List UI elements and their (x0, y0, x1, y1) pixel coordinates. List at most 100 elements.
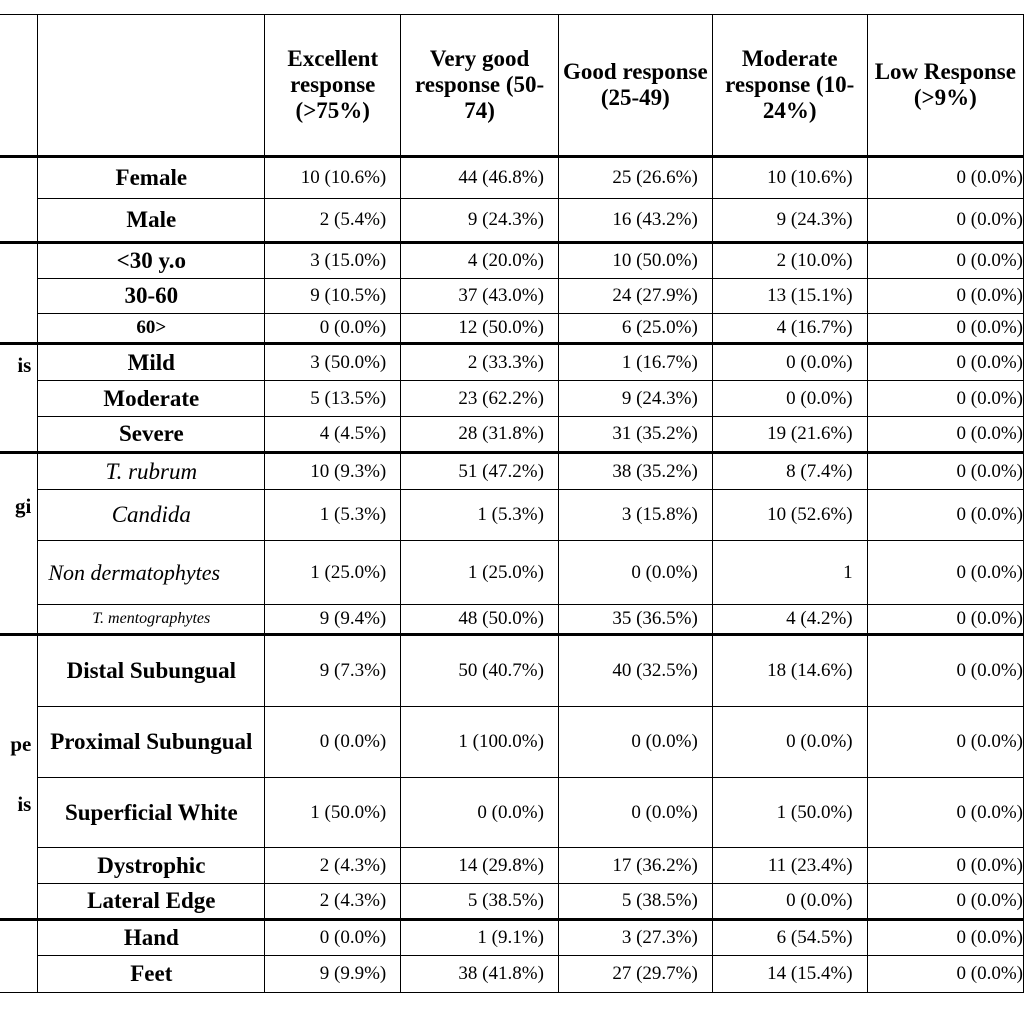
value-cell: 4 (16.7%) (711, 313, 868, 344)
value-cell: 0 (0.0%) (866, 955, 1024, 993)
row-label: Feet (37, 955, 266, 993)
row-label: Moderate (37, 380, 266, 417)
value-cell: 0 (0.0%) (264, 313, 402, 344)
value-cell: 18 (14.6%) (711, 633, 868, 707)
value-cell: 1 (16.7%) (557, 342, 713, 381)
row-label: Severe (37, 416, 266, 453)
table-row: Moderate 5 (13.5%) 23 (62.2%) 9 (24.3%) … (0, 380, 1024, 417)
value-cell: 2 (10.0%) (711, 241, 868, 279)
group-label (0, 241, 39, 344)
header-excellent: Excellent response (>75%) (264, 14, 402, 157)
group-label: is (0, 342, 39, 453)
value-cell: 25 (26.6%) (557, 155, 713, 199)
value-cell: 51 (47.2%) (400, 451, 559, 490)
value-cell: 38 (35.2%) (557, 451, 713, 490)
value-cell: 1 (25.0%) (264, 540, 402, 605)
value-cell: 0 (0.0%) (866, 706, 1024, 778)
value-cell: 40 (32.5%) (557, 633, 713, 707)
row-label: Superficial White (37, 777, 266, 848)
value-cell: 0 (0.0%) (866, 451, 1024, 490)
value-cell: 2 (5.4%) (264, 198, 402, 243)
value-cell: 9 (24.3%) (711, 198, 868, 243)
value-cell: 0 (0.0%) (711, 706, 868, 778)
row-label: Non dermatophytes (37, 540, 266, 605)
table-row: T. mentographytes 9 (9.4%) 48 (50.0%) 35… (0, 604, 1024, 635)
value-cell: 0 (0.0%) (866, 416, 1024, 453)
value-cell: 0 (0.0%) (400, 777, 559, 848)
value-cell: 9 (9.4%) (264, 604, 402, 635)
value-cell: 9 (24.3%) (557, 380, 713, 417)
table-row: Dystrophic 2 (4.3%) 14 (29.8%) 17 (36.2%… (0, 847, 1024, 884)
value-cell: 0 (0.0%) (866, 313, 1024, 344)
row-label: T. rubrum (37, 451, 266, 490)
value-cell: 9 (24.3%) (400, 198, 559, 243)
value-cell: 0 (0.0%) (866, 241, 1024, 279)
value-cell: 10 (10.6%) (711, 155, 868, 199)
value-cell: 10 (50.0%) (557, 241, 713, 279)
value-cell: 5 (38.5%) (400, 883, 559, 920)
value-cell: 3 (50.0%) (264, 342, 402, 381)
value-cell: 27 (29.7%) (557, 955, 713, 993)
value-cell: 4 (4.2%) (711, 604, 868, 635)
row-label: Female (37, 155, 266, 199)
value-cell: 48 (50.0%) (400, 604, 559, 635)
value-cell: 0 (0.0%) (866, 540, 1024, 605)
row-label: T. mentographytes (37, 604, 266, 635)
value-cell: 11 (23.4%) (711, 847, 868, 884)
value-cell: 23 (62.2%) (400, 380, 559, 417)
table-row: gi T. rubrum 10 (9.3%) 51 (47.2%) 38 (35… (0, 451, 1024, 635)
row-label: Candida (37, 489, 266, 541)
value-cell: 0 (0.0%) (711, 342, 868, 381)
value-cell: 3 (15.0%) (264, 241, 402, 279)
row-label: Distal Subungual (37, 633, 266, 707)
table-row: Non dermatophytes 1 (25.0%) 1 (25.0%) 0 … (0, 540, 1024, 605)
value-cell: 50 (40.7%) (400, 633, 559, 707)
value-cell: 14 (29.8%) (400, 847, 559, 884)
row-label: Male (37, 198, 266, 243)
value-cell: 10 (9.3%) (264, 451, 402, 490)
value-cell: 5 (38.5%) (557, 883, 713, 920)
value-cell: 0 (0.0%) (866, 633, 1024, 707)
value-cell: 3 (27.3%) (557, 918, 713, 956)
value-cell: 12 (50.0%) (400, 313, 559, 344)
group-label (0, 155, 39, 243)
value-cell: 13 (15.1%) (711, 278, 868, 314)
row-label: Dystrophic (37, 847, 266, 884)
results-table-container: Excellent response (>75%) Very good resp… (0, 14, 1024, 993)
header-very-good: Very good response (50-74) (400, 14, 559, 157)
value-cell: 1 (9.1%) (400, 918, 559, 956)
value-cell: 6 (54.5%) (711, 918, 868, 956)
value-cell: 0 (0.0%) (711, 380, 868, 417)
value-cell: 10 (52.6%) (711, 489, 868, 541)
group-label-top: pe (10, 732, 32, 756)
value-cell: 2 (33.3%) (400, 342, 559, 381)
value-cell: 1 (25.0%) (400, 540, 559, 605)
header-low: Low Response (>9%) (866, 14, 1024, 157)
value-cell: 1 (5.3%) (264, 489, 402, 541)
row-label: Lateral Edge (37, 883, 266, 920)
corner-cell-left (0, 14, 39, 157)
value-cell: 0 (0.0%) (866, 489, 1024, 541)
value-cell: 38 (41.8%) (400, 955, 559, 993)
table-row: Severe 4 (4.5%) 28 (31.8%) 31 (35.2%) 19… (0, 416, 1024, 453)
value-cell: 8 (7.4%) (711, 451, 868, 490)
value-cell: 10 (10.6%) (264, 155, 402, 199)
value-cell: 4 (20.0%) (400, 241, 559, 279)
value-cell: 35 (36.5%) (557, 604, 713, 635)
value-cell: 37 (43.0%) (400, 278, 559, 314)
value-cell: 24 (27.9%) (557, 278, 713, 314)
value-cell: 1 (100.0%) (400, 706, 559, 778)
table-row: pe is Distal Subungual 9 (7.3%) 50 (40.7%… (0, 633, 1024, 920)
group-label-bottom: is (17, 792, 32, 816)
value-cell: 14 (15.4%) (711, 955, 868, 993)
header-good: Good response (25-49) (557, 14, 713, 157)
table-row: Female 10 (10.6%) 44 (46.8%) 25 (26.6%) … (0, 155, 1024, 243)
value-cell: 0 (0.0%) (557, 540, 713, 605)
header-moderate: Moderate response (10-24%) (711, 14, 868, 157)
table-row: Hand 0 (0.0%) 1 (9.1%) 3 (27.3%) 6 (54.5… (0, 918, 1024, 993)
value-cell: 3 (15.8%) (557, 489, 713, 541)
value-cell: 28 (31.8%) (400, 416, 559, 453)
value-cell: 0 (0.0%) (264, 706, 402, 778)
value-cell: 1 (711, 540, 868, 605)
value-cell: 1 (50.0%) (711, 777, 868, 848)
